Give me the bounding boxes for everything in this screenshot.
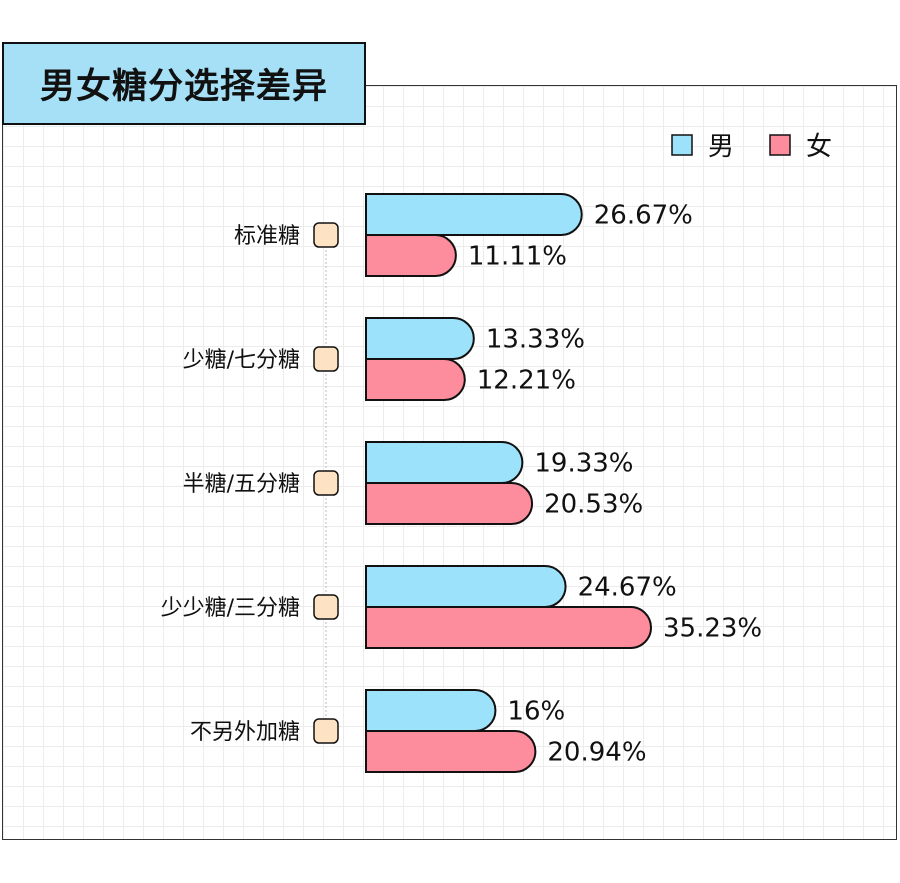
category-label: 少糖/七分糖 bbox=[183, 348, 300, 373]
data-label: 12.21% bbox=[477, 366, 576, 396]
bar-male bbox=[365, 565, 567, 608]
category-marker bbox=[313, 594, 339, 620]
data-label: 20.94% bbox=[547, 738, 646, 768]
category-label: 不另外加糖 bbox=[190, 720, 300, 745]
data-label: 19.33% bbox=[534, 449, 633, 479]
data-label: 13.33% bbox=[486, 325, 585, 355]
legend-swatch bbox=[769, 134, 791, 156]
category-label: 少少糖/三分糖 bbox=[161, 596, 300, 621]
data-label: 35.23% bbox=[663, 614, 762, 644]
bar-female bbox=[365, 358, 466, 401]
title-banner: 男女糖分选择差异 bbox=[2, 42, 366, 125]
legend-label: 女 bbox=[806, 132, 832, 162]
category-marker bbox=[313, 718, 339, 744]
bar-male bbox=[365, 689, 497, 732]
bar-female bbox=[365, 234, 457, 277]
data-label: 24.67% bbox=[578, 573, 677, 603]
category-marker bbox=[313, 470, 339, 496]
category-label: 半糖/五分糖 bbox=[183, 472, 300, 497]
legend-label: 男 bbox=[708, 132, 734, 162]
data-label: 16% bbox=[507, 697, 565, 727]
legend-swatch bbox=[671, 134, 693, 156]
bar-male bbox=[365, 317, 475, 360]
data-label: 26.67% bbox=[594, 201, 693, 231]
category-label: 标准糖 bbox=[234, 224, 300, 249]
category-marker bbox=[313, 222, 339, 248]
chart-title: 男女糖分选择差异 bbox=[39, 67, 328, 107]
bar-female bbox=[365, 606, 652, 649]
category-marker bbox=[313, 346, 339, 372]
bar-male bbox=[365, 193, 583, 236]
bar-male bbox=[365, 441, 524, 484]
bar-female bbox=[365, 482, 534, 525]
data-label: 20.53% bbox=[544, 490, 643, 520]
data-label: 11.11% bbox=[468, 242, 567, 272]
bar-female bbox=[365, 730, 537, 773]
